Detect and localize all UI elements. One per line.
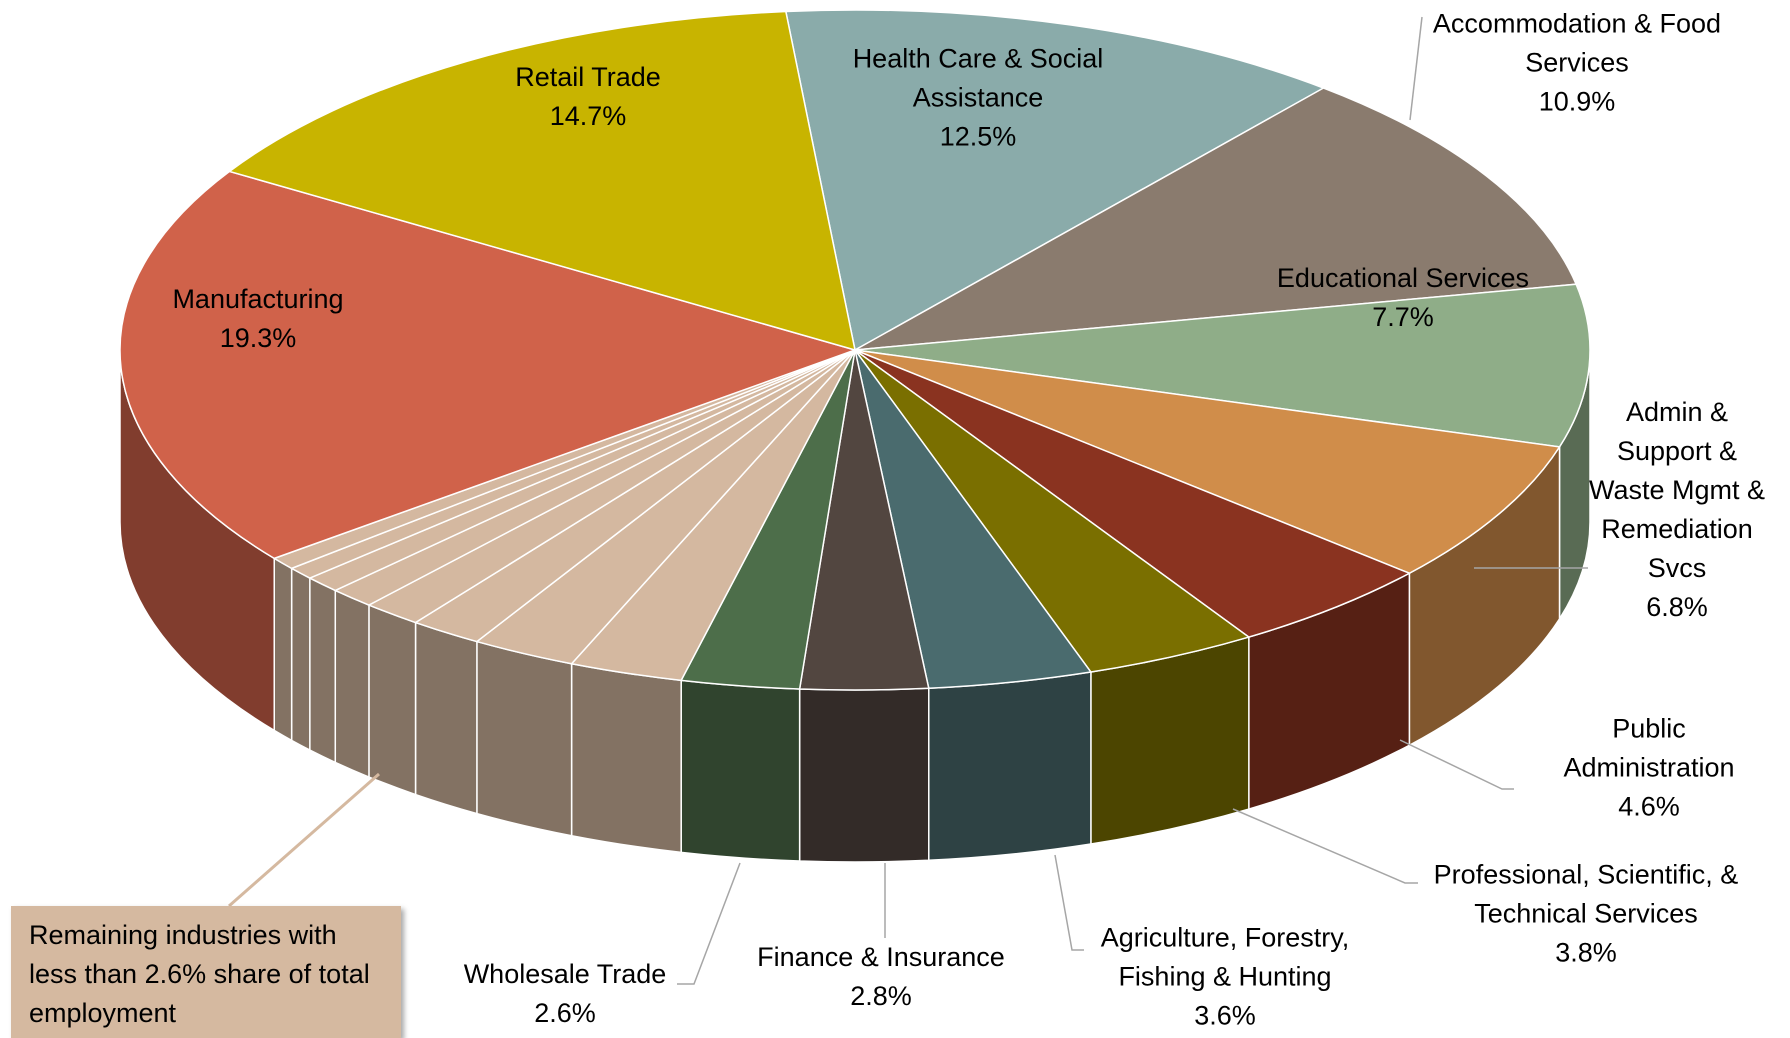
data-label: Accommodation & Food Services 10.9% <box>1407 5 1747 122</box>
data-label: Public Administration 4.6% <box>1534 710 1764 827</box>
slice-side <box>928 671 1092 862</box>
value-label: 4.6% <box>1618 791 1680 822</box>
slice <box>854 349 1412 638</box>
data-label: Manufacturing 19.3% <box>128 280 388 358</box>
slice-side <box>309 576 337 764</box>
category-label: Retail Trade <box>515 62 661 92</box>
value-label: 6.8% <box>1646 592 1708 622</box>
slice-side <box>570 662 682 854</box>
value-label: 7.7% <box>1372 302 1434 332</box>
data-label: Finance & Insurance 2.8% <box>731 938 1031 1016</box>
slice <box>854 349 1561 575</box>
value-label: 14.7% <box>549 101 627 131</box>
data-label: Admin & Support & Waste Mgmt & Remediati… <box>1577 393 1777 627</box>
category-label: Health Care & Social Assistance <box>852 43 1104 113</box>
slice-side <box>368 603 417 796</box>
category-label: Finance & Insurance <box>757 942 1005 972</box>
slice <box>854 283 1591 448</box>
slice-side <box>798 687 930 863</box>
value-label: 2.6% <box>534 998 596 1028</box>
leader-line <box>1232 808 1418 884</box>
data-label: Professional, Scientific, & Technical Se… <box>1406 856 1766 973</box>
leader-line <box>228 772 380 908</box>
data-label: Agriculture, Forestry, Fishing & Hunting… <box>1075 919 1375 1036</box>
data-label: Educational Services 7.7% <box>1243 259 1563 337</box>
value-label: 3.8% <box>1555 937 1617 968</box>
leader-line <box>1409 16 1423 121</box>
slice-side <box>290 567 311 752</box>
leader-lines <box>228 16 1588 985</box>
slice-side <box>476 640 573 837</box>
slice-side <box>414 621 478 815</box>
leader-line <box>677 862 741 985</box>
leader-line <box>1399 739 1514 790</box>
value-label: 19.3% <box>219 323 297 353</box>
category-label: Agriculture, Forestry, Fishing & Hunting <box>1100 922 1350 992</box>
value-label: 2.8% <box>850 981 912 1011</box>
category-label: Admin & Support & Waste Mgmt & Remediati… <box>1588 397 1766 583</box>
category-label: Professional, Scientific, & Technical Se… <box>1433 859 1739 929</box>
leader-line <box>1054 854 1084 951</box>
category-label: Accommodation & Food Services <box>1432 8 1722 78</box>
slice-side <box>680 679 801 862</box>
slice <box>119 170 858 560</box>
slice <box>784 9 1326 352</box>
slice-side <box>273 557 293 742</box>
annotation: Remaining industries with less than 2.6%… <box>11 906 401 1038</box>
data-label: Wholesale Trade 2.6% <box>435 955 695 1033</box>
category-label: Public Administration <box>1563 713 1735 783</box>
value-label: 12.5% <box>939 121 1017 152</box>
slice <box>227 10 856 352</box>
category-label: Manufacturing <box>172 284 344 314</box>
value-label: 3.6% <box>1194 1000 1256 1031</box>
category-label: Educational Services <box>1276 263 1530 293</box>
slice <box>854 87 1578 351</box>
data-label: Health Care & Social Assistance 12.5% <box>843 40 1113 157</box>
category-label: Wholesale Trade <box>463 959 667 989</box>
slice-side <box>334 589 370 779</box>
value-label: 10.9% <box>1538 86 1616 117</box>
data-label: Retail Trade 14.7% <box>458 58 718 136</box>
